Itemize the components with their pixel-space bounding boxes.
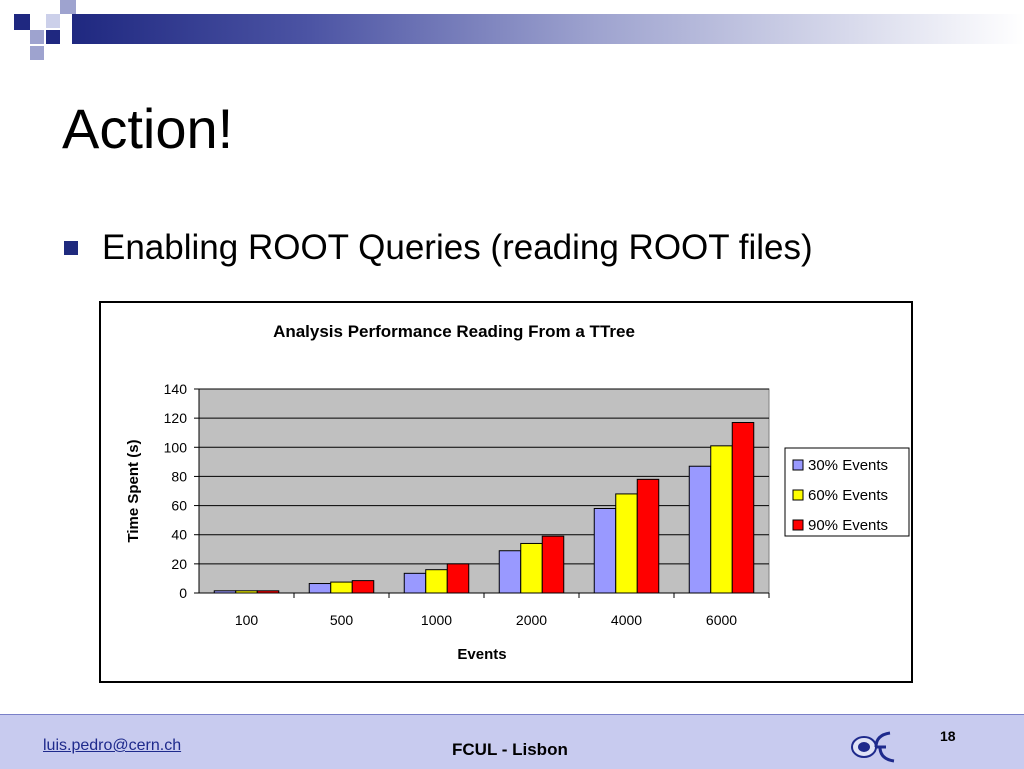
bar: [235, 590, 258, 594]
header-gradient-bar: [72, 14, 1024, 44]
bar: [593, 507, 617, 594]
slide-title: Action!: [62, 97, 234, 160]
plot-area: [198, 388, 770, 594]
legend-swatch: [792, 489, 804, 501]
bar: [351, 580, 375, 594]
deco-square: [30, 46, 44, 60]
bar: [446, 563, 470, 594]
y-tick-label: 100: [164, 439, 188, 455]
y-tick-label: 0: [179, 585, 187, 601]
y-axis-label: Time Spent (s): [125, 439, 142, 542]
x-tick-label: 100: [235, 612, 259, 628]
legend-label: 30% Events: [808, 457, 888, 474]
fcul-logo-icon: [851, 731, 895, 763]
page-number: 18: [940, 728, 956, 744]
bar: [308, 583, 332, 594]
x-tick-label: 500: [330, 612, 354, 628]
square-bullet-icon: [64, 241, 78, 255]
deco-square: [30, 30, 44, 44]
footer-email-link[interactable]: luis.pedro@cern.ch: [43, 737, 182, 754]
bar: [213, 590, 237, 594]
y-tick-label: 140: [164, 381, 188, 397]
footer: luis.pedro@cern.ch FCUL - Lisbon 18: [0, 714, 1024, 769]
bar: [615, 493, 638, 594]
deco-square: [60, 0, 76, 14]
x-tick-label: 2000: [516, 612, 547, 628]
footer-institution: FCUL - Lisbon: [452, 740, 568, 759]
deco-square: [14, 14, 30, 30]
y-tick-label: 60: [171, 498, 187, 514]
bar: [403, 572, 427, 594]
bar: [636, 478, 660, 594]
bar: [256, 590, 280, 594]
y-tick-label: 120: [164, 410, 188, 426]
legend-swatch: [792, 459, 804, 471]
bullet-item: Enabling ROOT Queries (reading ROOT file…: [64, 228, 813, 268]
y-tick-label: 40: [171, 527, 187, 543]
bar-chart: Analysis Performance Reading From a TTre…: [125, 322, 910, 663]
bar: [498, 550, 522, 594]
bar: [520, 542, 543, 594]
y-tick-label: 80: [171, 468, 187, 484]
chart-title: Analysis Performance Reading From a TTre…: [273, 322, 635, 341]
x-axis-label: Events: [457, 646, 506, 663]
bar: [425, 569, 448, 594]
x-tick-label: 4000: [611, 612, 642, 628]
bar: [541, 535, 565, 594]
legend-label: 90% Events: [808, 517, 888, 534]
legend-box: [784, 447, 910, 537]
bar: [688, 465, 712, 594]
chart-container: Analysis Performance Reading From a TTre…: [99, 301, 913, 683]
bar: [330, 581, 353, 594]
deco-square: [46, 30, 60, 44]
bar: [710, 445, 733, 594]
y-tick-label: 20: [171, 556, 187, 572]
legend-label: 60% Events: [808, 487, 888, 504]
x-tick-label: 6000: [706, 612, 737, 628]
bullet-text: Enabling ROOT Queries (reading ROOT file…: [102, 228, 813, 267]
bar: [731, 422, 755, 594]
legend-swatch: [792, 519, 804, 531]
deco-square: [46, 14, 60, 28]
x-tick-label: 1000: [421, 612, 452, 628]
